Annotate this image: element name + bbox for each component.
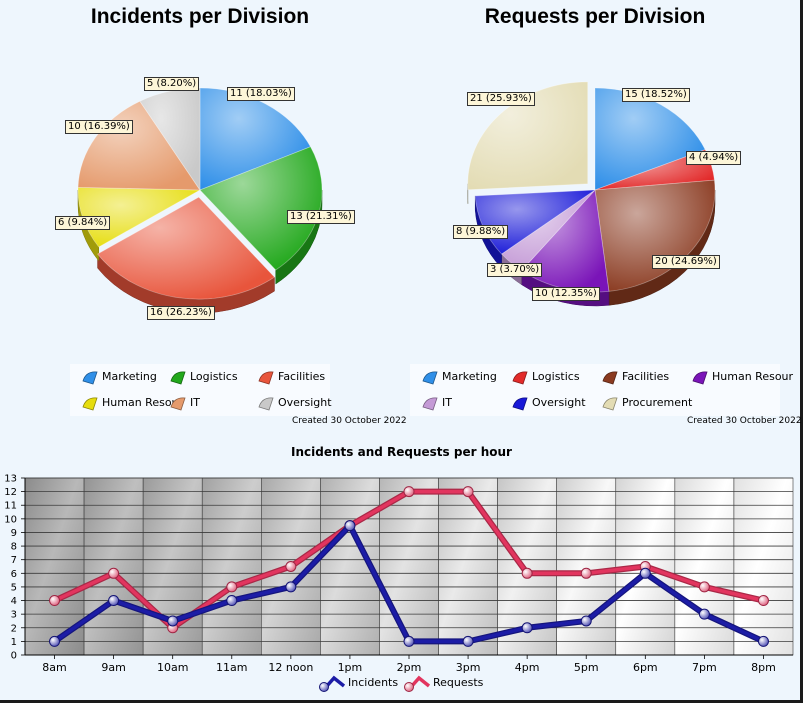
pie-data-label: 13 (21.31%) bbox=[287, 210, 355, 224]
data-point-incidents bbox=[167, 615, 179, 627]
y-tick-label: 4 bbox=[11, 596, 17, 607]
data-point-incidents bbox=[403, 635, 415, 647]
y-tick-label: 10 bbox=[4, 514, 17, 525]
line-legend-requests: Requests bbox=[404, 675, 484, 692]
pie-data-label: 10 (16.39%) bbox=[65, 120, 133, 134]
pie-data-label: 16 (26.23%) bbox=[147, 306, 215, 320]
legend-swatch-icon bbox=[692, 371, 708, 385]
data-point-incidents bbox=[226, 595, 238, 607]
svg-text:Incidents: Incidents bbox=[348, 676, 398, 689]
data-point-requests bbox=[521, 567, 533, 579]
y-tick-label: 13 bbox=[4, 474, 17, 485]
pie-data-label: 21 (25.93%) bbox=[467, 92, 535, 106]
x-tick-label: 10am bbox=[157, 661, 188, 674]
y-tick-label: 6 bbox=[11, 569, 17, 580]
pie2-created-date: Created 30 October 2022 bbox=[687, 416, 802, 426]
pie1-created-date: Created 30 October 2022 bbox=[292, 416, 407, 426]
pie-slice-marketing bbox=[594, 87, 706, 191]
pie-slice-marketing bbox=[199, 87, 312, 191]
data-point-incidents bbox=[698, 608, 710, 620]
legend-swatch-icon bbox=[602, 397, 618, 411]
legend-swatch-icon bbox=[258, 397, 274, 411]
y-tick-label: 12 bbox=[4, 487, 17, 498]
x-tick-label: 8pm bbox=[751, 661, 776, 674]
svg-text:Requests: Requests bbox=[433, 676, 484, 689]
x-tick-label: 8am bbox=[42, 661, 66, 674]
data-point-requests bbox=[698, 581, 710, 593]
pie-data-label: 10 (12.35%) bbox=[532, 287, 600, 301]
y-tick-label: 7 bbox=[11, 555, 17, 566]
x-tick-label: 5pm bbox=[574, 661, 599, 674]
pie-data-label: 5 (8.20%) bbox=[144, 77, 200, 91]
data-point-requests bbox=[226, 581, 238, 593]
pie-data-label: 15 (18.52%) bbox=[622, 88, 690, 102]
pie-data-label: 6 (9.84%) bbox=[55, 216, 111, 230]
pie1-title: Incidents per Division bbox=[90, 5, 310, 28]
data-point-requests bbox=[757, 595, 769, 607]
x-tick-label: 1pm bbox=[338, 661, 363, 674]
y-tick-label: 9 bbox=[11, 528, 17, 539]
data-point-incidents bbox=[639, 567, 651, 579]
pie1-legend: Marketing Logistics Facilities Human Resour… bbox=[70, 364, 332, 416]
pie-slice-oversight bbox=[139, 87, 201, 192]
x-tick-label: 9am bbox=[101, 661, 125, 674]
data-point-requests bbox=[580, 567, 592, 579]
x-tick-label: 3pm bbox=[456, 661, 481, 674]
y-tick-label: 8 bbox=[11, 542, 17, 553]
incidents-pie-chart bbox=[77, 87, 323, 314]
requests-pie-chart bbox=[467, 81, 716, 307]
x-tick-label: 7pm bbox=[692, 661, 717, 674]
data-point-requests bbox=[108, 567, 120, 579]
pie2-legend: Marketing Logistics Facilities Human Resour… bbox=[410, 364, 793, 416]
legend-swatch-icon bbox=[602, 371, 618, 385]
line-legend-incidents: Incidents bbox=[319, 675, 398, 692]
legend-swatch-icon bbox=[422, 371, 438, 385]
y-tick-label: 0 bbox=[11, 651, 17, 662]
data-point-requests bbox=[403, 486, 415, 498]
legend-swatch-icon bbox=[82, 397, 98, 411]
x-tick-label: 2pm bbox=[397, 661, 422, 674]
pie-slice-facilities bbox=[96, 196, 276, 300]
y-tick-label: 1 bbox=[11, 637, 17, 648]
data-point-incidents bbox=[580, 615, 592, 627]
x-tick-label: 6pm bbox=[633, 661, 658, 674]
pie2-title: Requests per Division bbox=[484, 5, 706, 28]
x-tick-label: 11am bbox=[216, 661, 247, 674]
pie-data-label: 11 (18.03%) bbox=[227, 87, 295, 101]
y-tick-label: 5 bbox=[11, 582, 17, 593]
pie-data-label: 8 (9.88%) bbox=[453, 225, 509, 239]
data-point-incidents bbox=[285, 581, 297, 593]
line-chart-title: Incidents and Requests per hour bbox=[291, 445, 512, 459]
legend-swatch-icon bbox=[512, 397, 528, 411]
y-tick-label: 3 bbox=[11, 610, 17, 621]
data-point-requests bbox=[285, 561, 297, 572]
pie-data-label: 20 (24.69%) bbox=[652, 255, 720, 269]
x-tick-label: 12 noon bbox=[268, 661, 313, 674]
pie-slice-procurement bbox=[467, 81, 589, 191]
y-tick-label: 2 bbox=[11, 623, 17, 634]
data-point-incidents bbox=[49, 635, 61, 647]
legend-swatch-icon bbox=[170, 371, 186, 385]
data-point-incidents bbox=[757, 635, 769, 647]
y-tick-label: 11 bbox=[4, 501, 17, 512]
pie-slice-facilities bbox=[594, 179, 716, 292]
data-point-incidents bbox=[108, 595, 120, 607]
pie-data-label: 3 (3.70%) bbox=[487, 263, 543, 277]
data-point-incidents bbox=[344, 520, 356, 532]
pie-data-label: 4 (4.94%) bbox=[686, 151, 742, 165]
legend-swatch-icon bbox=[512, 371, 528, 385]
legend-swatch-icon bbox=[422, 397, 438, 411]
data-point-incidents bbox=[521, 622, 533, 634]
x-tick-label: 4pm bbox=[515, 661, 540, 674]
data-point-requests bbox=[462, 486, 474, 498]
legend-swatch-icon bbox=[258, 371, 274, 385]
legend-swatch-icon bbox=[82, 371, 98, 385]
data-point-incidents bbox=[462, 635, 474, 647]
legend-swatch-icon bbox=[170, 397, 186, 411]
data-point-requests bbox=[49, 595, 61, 607]
